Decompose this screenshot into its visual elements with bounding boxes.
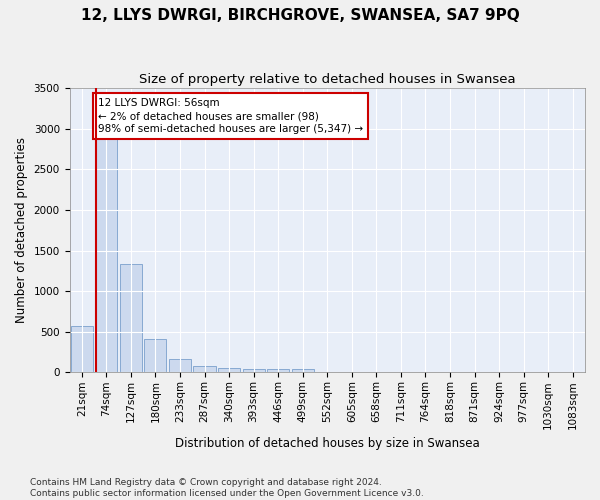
Text: Contains HM Land Registry data © Crown copyright and database right 2024.
Contai: Contains HM Land Registry data © Crown c…	[30, 478, 424, 498]
Text: 12 LLYS DWRGI: 56sqm
← 2% of detached houses are smaller (98)
98% of semi-detach: 12 LLYS DWRGI: 56sqm ← 2% of detached ho…	[98, 98, 363, 134]
Bar	[292, 369, 314, 372]
Bar	[169, 359, 191, 372]
Bar	[120, 264, 142, 372]
Text: 12, LLYS DWRGI, BIRCHGROVE, SWANSEA, SA7 9PQ: 12, LLYS DWRGI, BIRCHGROVE, SWANSEA, SA7…	[80, 8, 520, 22]
X-axis label: Distribution of detached houses by size in Swansea: Distribution of detached houses by size …	[175, 437, 479, 450]
Bar	[218, 368, 240, 372]
Bar	[242, 368, 265, 372]
Bar	[267, 368, 289, 372]
Bar	[193, 366, 215, 372]
Title: Size of property relative to detached houses in Swansea: Size of property relative to detached ho…	[139, 72, 515, 86]
Bar	[145, 338, 166, 372]
Bar	[71, 326, 93, 372]
Y-axis label: Number of detached properties: Number of detached properties	[15, 137, 28, 323]
Bar	[95, 135, 118, 372]
